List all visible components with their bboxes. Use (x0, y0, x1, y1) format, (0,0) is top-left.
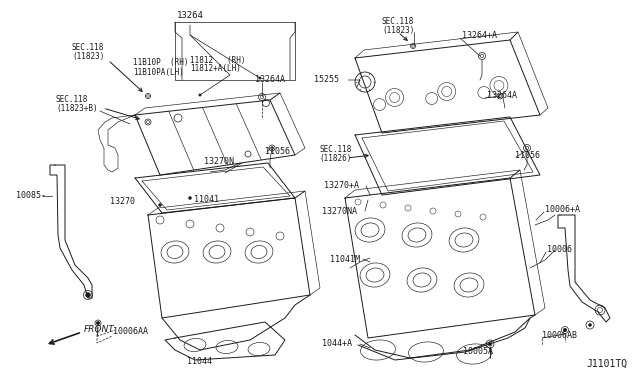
Text: 11812   (RH): 11812 (RH) (190, 55, 246, 64)
Text: 11044: 11044 (188, 357, 212, 366)
Text: 13264: 13264 (177, 10, 204, 19)
Text: 15255: 15255 (314, 76, 339, 84)
Text: 13270N: 13270N (204, 157, 234, 167)
Text: 13270: 13270 (110, 196, 135, 205)
Text: (11826): (11826) (319, 154, 351, 163)
Circle shape (159, 203, 161, 206)
Text: 13264A: 13264A (255, 76, 285, 84)
Text: (11823): (11823) (382, 26, 414, 35)
Text: 10006AB: 10006AB (542, 331, 577, 340)
Text: SEC.118: SEC.118 (72, 44, 104, 52)
Text: SEC.118: SEC.118 (382, 17, 414, 26)
Text: 11041M: 11041M (330, 254, 360, 263)
Circle shape (488, 343, 492, 346)
Text: 13270+A: 13270+A (324, 182, 359, 190)
Text: 10006: 10006 (547, 246, 572, 254)
Text: 11B10PA(LH): 11B10PA(LH) (133, 67, 184, 77)
Text: 1044+A: 1044+A (322, 340, 352, 349)
Text: 11B10P  (RH): 11B10P (RH) (133, 58, 189, 67)
Text: FRONT: FRONT (84, 326, 115, 334)
Text: J1101TQ: J1101TQ (587, 359, 628, 369)
Circle shape (189, 196, 191, 199)
Text: 13270NA: 13270NA (322, 206, 357, 215)
Text: 11056: 11056 (265, 148, 290, 157)
Circle shape (259, 77, 261, 79)
Text: 10005A: 10005A (463, 347, 493, 356)
Circle shape (97, 321, 99, 324)
Circle shape (86, 292, 90, 298)
Text: 11056: 11056 (515, 151, 540, 160)
Text: 11041: 11041 (194, 196, 219, 205)
Text: 11812+A(LH): 11812+A(LH) (190, 64, 241, 74)
Circle shape (589, 324, 591, 327)
Text: (11823+B): (11823+B) (56, 105, 98, 113)
Text: 10006+A: 10006+A (545, 205, 580, 215)
Text: 10085-: 10085- (16, 192, 46, 201)
Text: SEC.118: SEC.118 (319, 144, 351, 154)
Circle shape (199, 94, 201, 96)
Text: 13264A: 13264A (487, 92, 517, 100)
Text: (11823): (11823) (72, 52, 104, 61)
Text: 13264+A: 13264+A (462, 32, 497, 41)
Circle shape (563, 328, 566, 331)
Text: 10006AA: 10006AA (113, 327, 148, 337)
Text: SEC.118: SEC.118 (56, 96, 88, 105)
